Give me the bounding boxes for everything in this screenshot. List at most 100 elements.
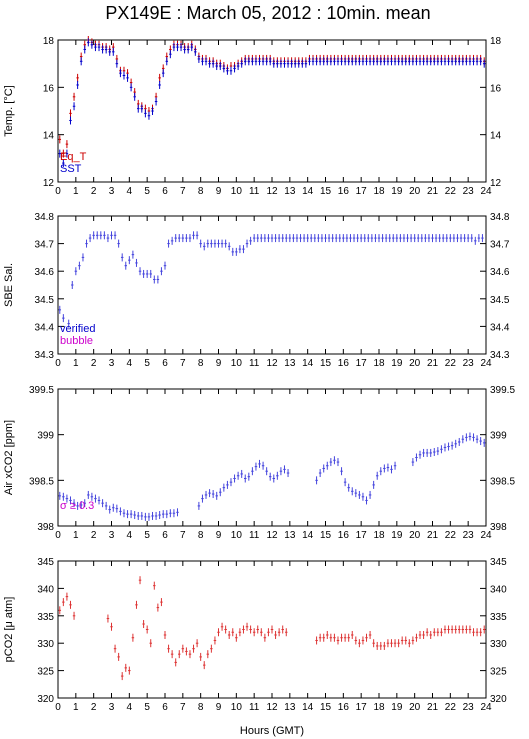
data-point <box>383 641 386 650</box>
data-point <box>363 234 366 243</box>
data-point <box>358 639 361 648</box>
data-point <box>170 236 174 245</box>
data-point <box>110 622 113 631</box>
data-point <box>201 494 204 503</box>
data-point <box>393 461 397 470</box>
x-tick-label: 5 <box>144 530 150 541</box>
data-point <box>313 234 317 243</box>
data-point <box>149 639 152 648</box>
data-point <box>301 59 304 68</box>
data-point <box>217 628 220 637</box>
data-point <box>247 57 251 66</box>
data-point <box>422 57 425 66</box>
data-point <box>226 480 229 489</box>
data-point <box>165 57 169 66</box>
x-tick-label: 9 <box>216 702 222 713</box>
data-point <box>156 603 160 612</box>
data-point <box>197 501 201 510</box>
data-point <box>390 465 393 474</box>
data-point <box>461 435 465 444</box>
data-point <box>293 59 297 68</box>
data-point <box>336 636 340 645</box>
data-point <box>377 234 381 243</box>
data-point <box>224 239 227 248</box>
data-point <box>397 639 400 648</box>
x-tick-label: 19 <box>391 530 403 541</box>
data-point <box>62 314 65 323</box>
data-point <box>324 234 327 243</box>
y-tick-label-right: 330 <box>490 639 507 650</box>
data-point <box>206 239 210 248</box>
y-tick-label-right: 320 <box>490 694 507 705</box>
data-point <box>188 650 192 659</box>
data-point <box>347 57 350 66</box>
data-point <box>144 512 147 521</box>
data-point <box>90 492 94 501</box>
data-point <box>140 511 144 520</box>
data-point <box>393 57 397 66</box>
data-point <box>206 650 210 659</box>
data-point <box>413 234 416 243</box>
data-point <box>450 441 454 450</box>
data-point <box>211 490 215 499</box>
data-point <box>110 231 113 240</box>
data-point <box>365 496 368 505</box>
x-tick-label: 24 <box>480 702 492 713</box>
data-point <box>261 461 265 470</box>
data-point <box>104 501 108 510</box>
x-tick-label: 20 <box>409 186 421 197</box>
data-point <box>468 625 472 634</box>
data-point <box>359 234 363 243</box>
data-point <box>379 57 383 66</box>
data-point <box>128 666 131 675</box>
data-point <box>368 630 372 639</box>
data-point <box>124 663 128 672</box>
data-point <box>78 261 81 270</box>
y-tick-label-left: 14 <box>43 131 55 142</box>
data-point <box>126 73 129 82</box>
data-point <box>286 59 290 68</box>
x-tick-label: 17 <box>356 702 368 713</box>
x-tick-label: 8 <box>198 358 204 369</box>
x-tick-label: 14 <box>302 358 314 369</box>
x-tick-label: 10 <box>231 358 243 369</box>
x-tick-label: 14 <box>302 186 314 197</box>
y-tick-label-right: 398 <box>490 522 507 533</box>
data-point <box>420 234 424 243</box>
panel-1: 0 1 2 3 4 5 6 7 8 9 10 11 12 13 14 15 16 17 18 19 20 21 22 23 24… <box>3 36 502 197</box>
data-point <box>108 505 111 514</box>
data-point <box>220 239 224 248</box>
data-point <box>124 261 128 270</box>
y-tick-label-left: 330 <box>37 639 54 650</box>
data-point <box>388 234 391 243</box>
data-point <box>404 57 407 66</box>
data-point <box>69 496 72 505</box>
data-point <box>340 633 343 642</box>
data-point <box>69 109 72 118</box>
x-tick-label: 12 <box>266 702 278 713</box>
x-tick-label: 13 <box>284 530 296 541</box>
data-point <box>69 116 72 125</box>
data-point <box>425 628 429 637</box>
data-point <box>97 496 101 505</box>
data-point <box>76 501 79 510</box>
y-tick-label-left: 16 <box>43 83 55 94</box>
x-tick-label: 14 <box>302 530 314 541</box>
data-point <box>340 467 343 476</box>
data-point <box>147 512 151 521</box>
y-tick-label-right: 345 <box>490 557 507 568</box>
data-point <box>163 261 167 270</box>
x-tick-label: 3 <box>109 186 115 197</box>
y-tick-label-right: 325 <box>490 667 507 678</box>
data-point <box>445 234 449 243</box>
data-point <box>367 234 370 243</box>
data-point <box>74 267 78 276</box>
y-tick-label-left: 398 <box>37 522 54 533</box>
data-point <box>202 242 206 251</box>
data-point <box>167 644 170 653</box>
data-point <box>322 464 325 473</box>
data-point <box>185 234 188 243</box>
data-point <box>129 83 133 92</box>
data-point <box>320 234 324 243</box>
data-point <box>101 499 104 508</box>
